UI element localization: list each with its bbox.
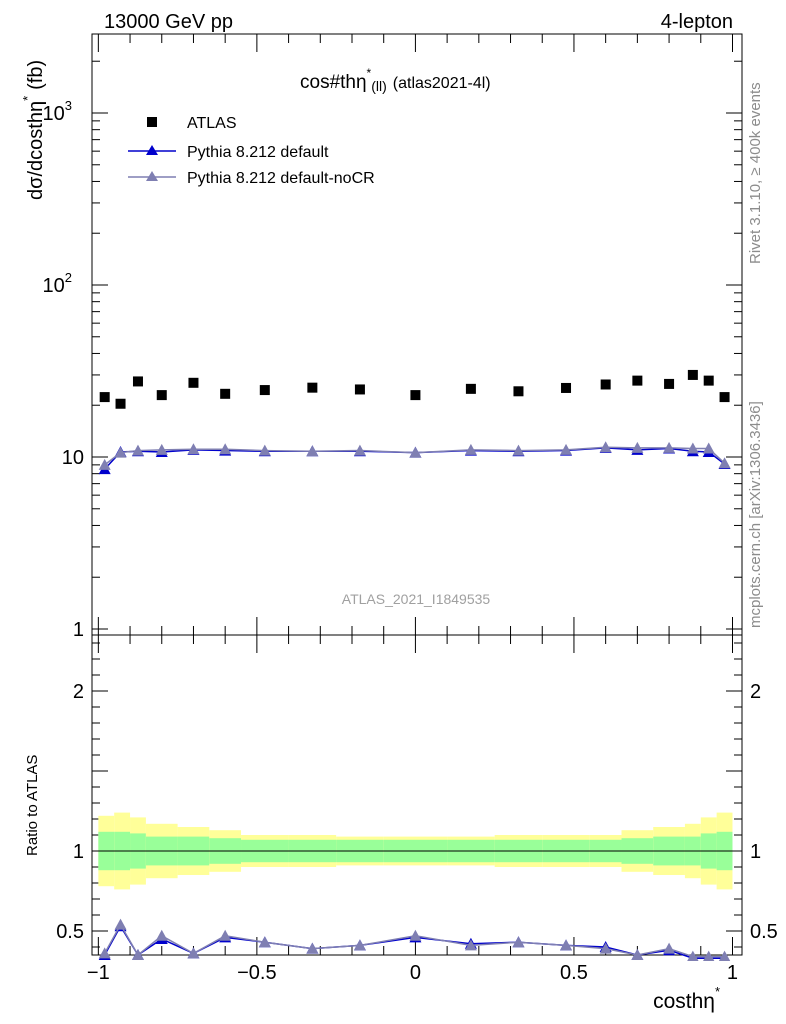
- atlas-data-point: [600, 379, 611, 390]
- ratio-nocr-point: [306, 942, 319, 954]
- nocr-series-point: [663, 441, 676, 453]
- nocr-series-point: [718, 457, 731, 469]
- legend-nocr-label: Pythia 8.212 default-noCR: [187, 170, 375, 187]
- ratio-nocr-point: [219, 929, 232, 941]
- atlas-data-point: [632, 375, 643, 386]
- x-tick-label: 0: [410, 962, 421, 984]
- atlas-data-point: [354, 384, 365, 395]
- nocr-series-point: [114, 446, 127, 458]
- ratio-nocr-point: [599, 942, 612, 954]
- ratio-nocr-point: [98, 947, 111, 959]
- legend-default-marker: [146, 145, 158, 155]
- x-tick-label: −1: [87, 962, 110, 984]
- atlas-data-point: [220, 388, 231, 399]
- atlas-data-point: [410, 390, 421, 401]
- x-tick-label: −0.5: [237, 962, 276, 984]
- x-axis-label: costhη*: [653, 984, 720, 1013]
- legend-atlas-label: ATLAS: [187, 115, 237, 132]
- ratio-nocr-point: [114, 918, 127, 930]
- nocr-series-point: [219, 443, 232, 455]
- ratio-y-tick-label-right: 2: [750, 681, 761, 703]
- legend: ATLAS Pythia 8.212 default Pythia 8.212 …: [128, 115, 375, 187]
- legend-default-label: Pythia 8.212 default: [187, 144, 329, 161]
- nocr-series-point: [131, 444, 144, 456]
- ratio-series: [98, 918, 731, 961]
- ratio-nocr-point: [512, 936, 525, 948]
- nocr-series-point: [306, 445, 319, 457]
- ratio-y-tick-label-right: 0.5: [750, 921, 778, 943]
- atlas-data-point: [156, 390, 167, 401]
- nocr-series-point: [686, 442, 699, 454]
- ratio-y-tick-label: 1: [73, 841, 84, 863]
- atlas-data-point: [687, 369, 698, 380]
- data-series: [98, 369, 731, 961]
- header-process: 4-lepton: [661, 11, 733, 33]
- ratio-y-tick-label: 2: [73, 681, 84, 703]
- ratio-nocr-point: [155, 929, 168, 941]
- atlas-data-point: [115, 398, 126, 409]
- main-y-tick-label: 10: [62, 447, 84, 469]
- atlas-data-point: [132, 376, 143, 387]
- ratio-y-tick-label: 0.5: [56, 921, 84, 943]
- atlas-data-point: [259, 385, 270, 396]
- nocr-series-point: [353, 444, 366, 456]
- ratio-panel-frame: [91, 634, 743, 956]
- analysis-watermark: ATLAS_2021_I1849535: [342, 591, 491, 607]
- rivet-label: Rivet 3.1.10, ≥ 400k events: [747, 82, 764, 264]
- legend-atlas-marker: [147, 117, 157, 127]
- ratio-nocr-point: [353, 939, 366, 951]
- ratio-nocr-point: [631, 949, 644, 960]
- main-y-tick-label: 102: [43, 270, 72, 297]
- atlas-data-point: [703, 375, 714, 386]
- ratio-uncertainty-bands: [92, 812, 742, 890]
- x-tick-label: 1: [727, 962, 738, 984]
- nocr-series-point: [409, 446, 422, 458]
- main-y-label: dσ/dcosthη*(fb): [20, 60, 47, 200]
- nocr-series-point: [187, 443, 200, 455]
- ratio-nocr-point: [560, 939, 573, 951]
- nocr-series-point: [702, 442, 715, 454]
- main-y-tick-label: 1: [73, 619, 84, 641]
- atlas-data-point: [513, 386, 524, 397]
- ratio-nocr-point: [687, 950, 699, 961]
- atlas-data-point: [561, 382, 572, 393]
- ratio-nocr-point: [718, 950, 731, 961]
- ratio-nocr-point: [409, 929, 422, 941]
- ratio-nocr-point: [258, 936, 271, 948]
- ratio-y-tick-label-right: 1: [750, 841, 761, 863]
- ratio-nocr-point: [464, 939, 477, 951]
- ratio-nocr-point: [663, 942, 676, 954]
- main-y-tick-label: 103: [43, 98, 72, 125]
- ratio-nocr-point: [703, 950, 715, 961]
- atlas-data-point: [719, 392, 730, 403]
- nocr-series-point: [155, 443, 168, 455]
- nocr-series-point: [512, 444, 525, 456]
- ratio-nocr-point: [187, 947, 200, 959]
- ratio-y-label: Ratio to ATLAS: [24, 755, 41, 856]
- x-tick-label: 0.5: [560, 962, 588, 984]
- atlas-data-point: [188, 377, 199, 388]
- legend-nocr-marker: [146, 171, 158, 181]
- ratio-nocr-point: [131, 949, 144, 960]
- header-energy: 13000 GeV pp: [104, 11, 233, 33]
- atlas-data-point: [664, 378, 675, 389]
- nocr-series-point: [599, 441, 612, 453]
- nocr-series-point: [258, 444, 271, 456]
- atlas-data-point: [99, 392, 110, 403]
- nocr-series-point: [98, 458, 111, 470]
- atlas-data-point: [307, 382, 318, 393]
- mcplots-label: mcplots.cern.ch [arXiv:1306.3436]: [747, 401, 764, 628]
- atlas-data-point: [465, 383, 476, 394]
- nocr-series-point: [560, 443, 573, 455]
- nocr-series-point: [464, 443, 477, 455]
- main-title: cos#thη*(ll) (atlas2021-4l): [300, 66, 491, 94]
- nocr-series-point: [631, 441, 644, 453]
